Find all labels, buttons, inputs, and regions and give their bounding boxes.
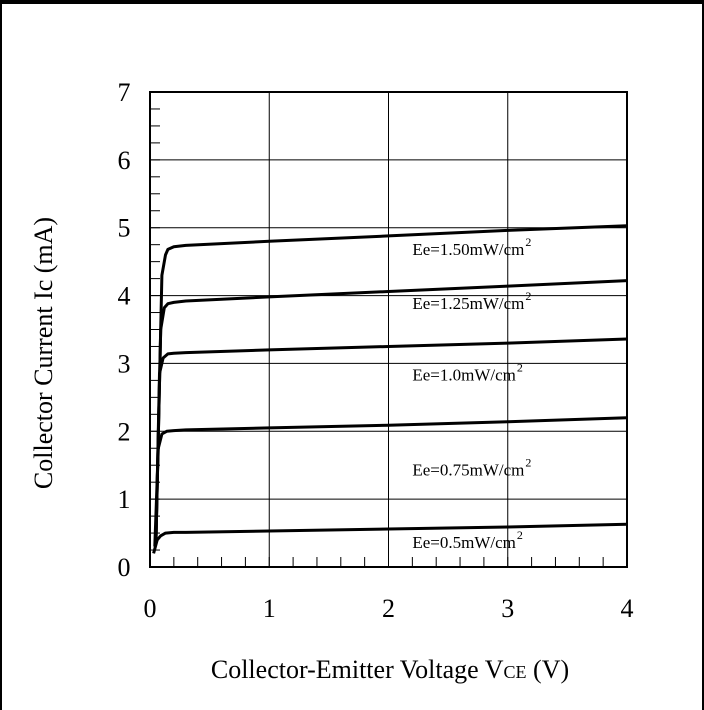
y-tick-label: 5 — [118, 214, 131, 243]
y-tick-label: 4 — [118, 282, 131, 311]
x-tick-label: 0 — [144, 594, 157, 623]
curve-label-sup: 2 — [517, 360, 523, 374]
curve-label: Ee=1.25mW/cm — [412, 294, 524, 313]
x-axis-title-main: Collector-Emitter Voltage V — [211, 655, 504, 684]
curve-1 — [154, 279, 628, 540]
curve-3 — [153, 416, 628, 547]
x-axis-title-sub: CE — [504, 662, 527, 682]
curve-4 — [152, 522, 628, 554]
curve-label-sup: 2 — [517, 528, 523, 542]
curve-label: Ee=1.50mW/cm — [412, 240, 524, 259]
x-tick-label: 3 — [501, 594, 514, 623]
curve-label-sup: 2 — [525, 289, 531, 303]
y-tick-label: 6 — [118, 146, 131, 175]
y-tick-label: 3 — [118, 349, 131, 378]
curve-label: Ee=1.0mW/cm — [412, 365, 516, 384]
minor-ticks — [149, 108, 628, 568]
curve-2 — [154, 337, 628, 540]
x-tick-label: 2 — [382, 594, 395, 623]
grid — [149, 91, 628, 568]
x-tick-label: 1 — [263, 594, 276, 623]
y-tick-label: 1 — [118, 485, 131, 514]
frame-top-border — [0, 0, 704, 4]
y-tick-label: 0 — [118, 553, 131, 582]
curves — [152, 224, 628, 554]
y-axis-title: Collector Current Ic (mA) — [29, 217, 58, 489]
y-tick-label: 7 — [118, 78, 131, 107]
curve-label-sup: 2 — [525, 235, 531, 249]
x-axis-title: Collector-Emitter Voltage VCE (V) — [211, 655, 569, 684]
x-axis-title-unit: (V) — [527, 655, 570, 684]
y-tick-label: 2 — [118, 417, 131, 446]
curve-label-sup: 2 — [525, 455, 531, 469]
curve-label: Ee=0.5mW/cm — [412, 533, 516, 552]
x-tick-label: 4 — [621, 594, 634, 623]
curve-label: Ee=0.75mW/cm — [412, 460, 524, 479]
curve-0 — [154, 224, 628, 540]
